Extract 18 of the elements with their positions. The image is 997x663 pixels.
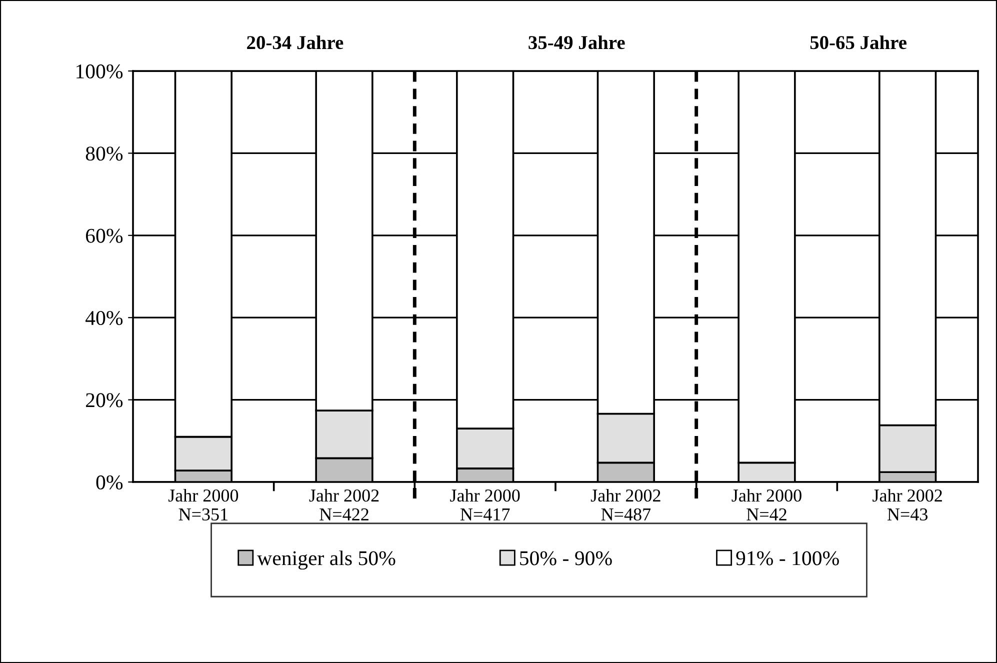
x-tick-label: Jahr 2000 N=42 bbox=[732, 488, 802, 520]
y-tick-label: 0% bbox=[96, 475, 123, 490]
text: 50-65 Jahre bbox=[810, 35, 906, 50]
legend-label: 91% - 100% bbox=[736, 551, 839, 566]
x-tick-label: Jahr 2002 N=43 bbox=[872, 488, 942, 521]
x-tick-label: Jahr 2002 N=487 bbox=[590, 488, 660, 521]
y-tick-label: 60% bbox=[86, 228, 123, 243]
x-tick-label: Jahr 2000 N=417 bbox=[450, 488, 520, 520]
y-tick-label: 100% bbox=[76, 64, 123, 78]
y-tick-label: 80% bbox=[86, 146, 123, 161]
legend-label: 50% - 90% bbox=[520, 551, 612, 566]
x-tick-label: Jahr 2000 N=351 bbox=[168, 488, 238, 521]
y-tick-label: 40% bbox=[86, 310, 123, 326]
y-tick-label: 20% bbox=[86, 393, 123, 408]
x-tick-label: Jahr 2002 N=422 bbox=[309, 488, 379, 520]
text: 35-49 Jahre bbox=[528, 35, 625, 50]
text: 20-34 Jahre bbox=[247, 35, 344, 50]
legend-label: weniger als 50% bbox=[257, 550, 396, 570]
